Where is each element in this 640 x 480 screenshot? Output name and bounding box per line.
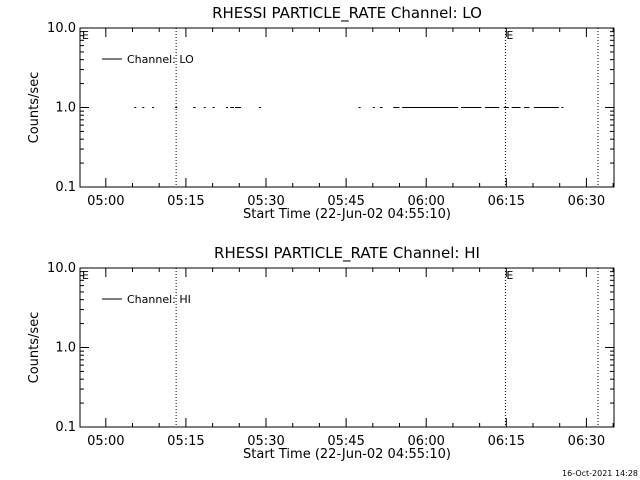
x-tick-label: 06:15 — [488, 194, 525, 209]
y-tick-label: 10.0 — [47, 21, 76, 36]
x-tick-label: 06:00 — [407, 434, 444, 449]
x-tick-label: 06:00 — [407, 194, 444, 209]
y-tick-label: 0.1 — [55, 180, 76, 195]
x-axis-label: Start Time (22-Jun-02 04:55:10) — [243, 207, 451, 222]
panel-hi: RHESSI PARTICLE_RATE Channel: HI 0.1 1.0 10… — [27, 244, 615, 462]
corner-label: E — [82, 29, 89, 42]
marker-label: E — [506, 269, 513, 282]
y-axis-label: Counts/sec — [27, 312, 42, 384]
x-tick-label: 06:30 — [568, 434, 605, 449]
legend-label: Channel: HI — [127, 293, 191, 306]
footer-timestamp: 16-Oct-2021 14:28 — [562, 469, 638, 478]
y-tick-label: 0.1 — [55, 420, 76, 435]
x-tick-label: 05:15 — [167, 434, 204, 449]
y-tick-label: 1.0 — [55, 101, 76, 116]
x-tick-label: 05:45 — [327, 194, 364, 209]
x-tick-label: 05:30 — [247, 194, 284, 209]
chart-title: RHESSI PARTICLE_RATE Channel: LO — [212, 4, 482, 23]
panel-lo: RHESSI PARTICLE_RATE Channel: LO 0.1 1.0 10… — [27, 4, 615, 222]
x-tick-label: 06:30 — [568, 194, 605, 209]
plot-frame — [79, 267, 615, 428]
x-axis-label: Start Time (22-Jun-02 04:55:10) — [243, 447, 451, 462]
x-tick-label: 05:00 — [87, 434, 124, 449]
x-tick-label: 05:15 — [167, 194, 204, 209]
corner-label: E — [82, 269, 89, 282]
y-tick-label: 10.0 — [47, 261, 76, 276]
x-tick-label: 05:30 — [247, 434, 284, 449]
x-tick-label: 05:00 — [87, 194, 124, 209]
chart-title: RHESSI PARTICLE_RATE Channel: HI — [214, 244, 480, 263]
y-axis-label: Counts/sec — [27, 72, 42, 144]
marker-label: E — [506, 29, 513, 42]
x-tick-label: 06:15 — [488, 434, 525, 449]
y-tick-label: 1.0 — [55, 341, 76, 356]
legend-label: Channel: LO — [127, 53, 194, 66]
x-tick-label: 05:45 — [327, 434, 364, 449]
